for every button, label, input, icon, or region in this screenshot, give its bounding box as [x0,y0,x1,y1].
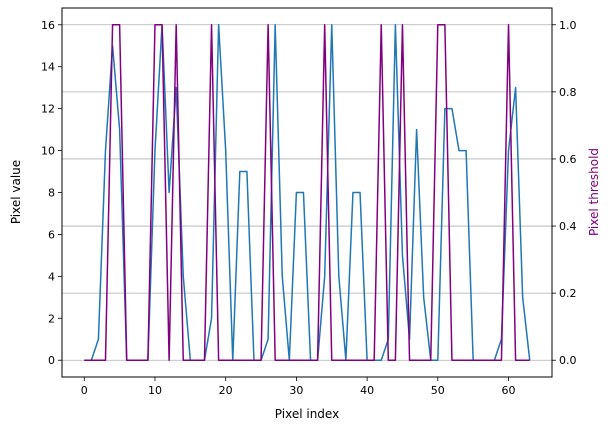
y-tick-label: 14 [41,61,55,74]
x-tick-label: 10 [148,384,162,397]
x-tick-label: 20 [219,384,233,397]
series-line-pixel-threshold [84,24,530,361]
y-tick-right-label: 1.0 [559,19,577,32]
y-axis-right: 0.0 0.2 0.4 0.6 0.8 1.0 [552,19,577,367]
x-tick-label: 40 [360,384,374,397]
series-lines [84,24,531,361]
x-tick-label: 30 [289,384,303,397]
y-tick-label: 0 [48,354,55,367]
series-line-pixel-value [84,24,531,361]
y-tick-label: 6 [48,228,55,241]
y-tick-label: 8 [48,187,55,200]
y-tick-right-label: 0.8 [559,86,577,99]
y-tick-label: 4 [48,270,55,283]
x-tick-label: 50 [431,384,445,397]
y-tick-right-label: 0.6 [559,153,577,166]
x-axis-label: Pixel index [275,407,339,421]
y-tick-label: 16 [41,19,55,32]
y-axis-right-label: Pixel threshold [587,148,601,236]
y-tick-label: 2 [48,312,55,325]
y-tick-right-label: 0.0 [559,354,577,367]
x-tick-label: 0 [81,384,88,397]
y-axis-label: Pixel value [9,160,23,224]
x-tick-label: 60 [502,384,516,397]
y-axis-left: 0 2 4 6 8 10 12 14 16 [41,19,62,367]
y-tick-label: 12 [41,103,55,116]
y-tick-right-label: 0.2 [559,287,577,300]
y-tick-label: 10 [41,145,55,158]
x-axis: 0 10 20 30 40 50 60 [81,377,516,397]
y-tick-right-label: 0.4 [559,220,577,233]
